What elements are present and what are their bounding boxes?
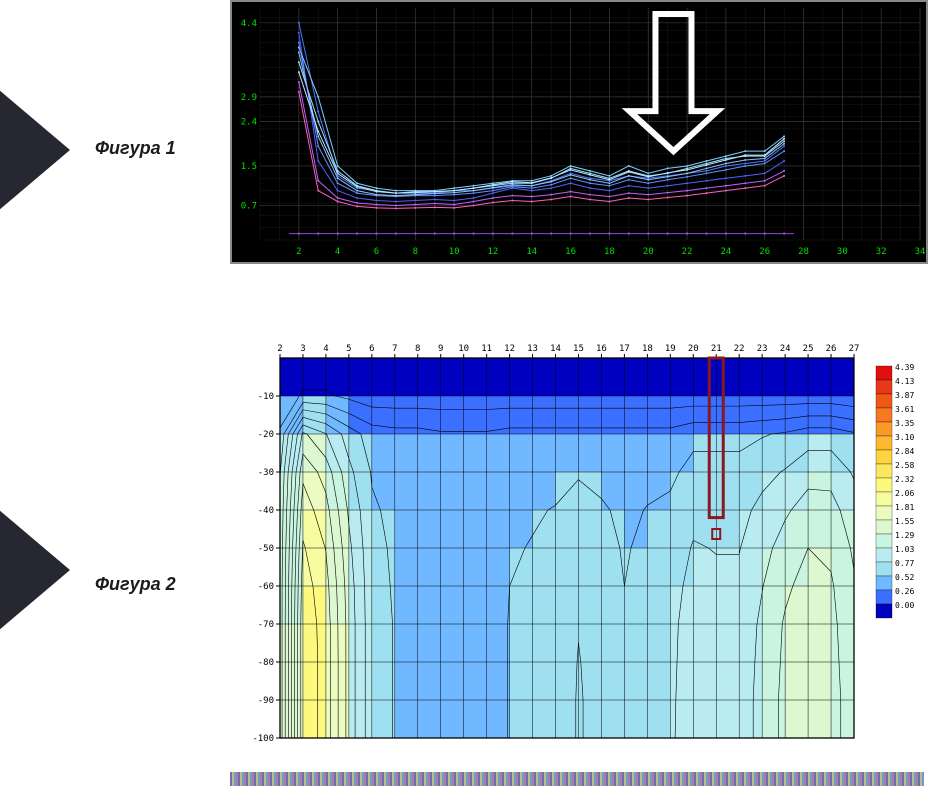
svg-text:-90: -90 <box>258 696 274 706</box>
svg-text:23: 23 <box>757 344 768 354</box>
svg-text:1.55: 1.55 <box>895 517 914 526</box>
svg-text:16: 16 <box>565 247 576 257</box>
svg-text:12: 12 <box>488 247 499 257</box>
svg-text:17: 17 <box>619 344 630 354</box>
svg-text:0.7: 0.7 <box>241 201 257 211</box>
svg-text:-20: -20 <box>258 430 274 440</box>
svg-text:2.4: 2.4 <box>241 118 257 128</box>
svg-text:20: 20 <box>643 247 654 257</box>
svg-text:6: 6 <box>369 344 374 354</box>
svg-text:22: 22 <box>734 344 745 354</box>
figure2-heatmap: 2345678910111213141516171819202122232425… <box>230 338 924 748</box>
svg-text:3.10: 3.10 <box>895 433 914 442</box>
svg-text:4.39: 4.39 <box>895 363 914 372</box>
svg-text:0.77: 0.77 <box>895 559 914 568</box>
svg-text:30: 30 <box>837 247 848 257</box>
svg-text:25: 25 <box>803 344 814 354</box>
svg-text:4: 4 <box>323 344 328 354</box>
svg-text:22: 22 <box>682 247 693 257</box>
svg-text:2.9: 2.9 <box>241 93 257 103</box>
svg-text:1.29: 1.29 <box>895 531 914 540</box>
svg-text:11: 11 <box>481 344 492 354</box>
figure2-caption: Фигура 2 <box>95 574 176 595</box>
svg-text:4.13: 4.13 <box>895 377 914 386</box>
svg-text:8: 8 <box>413 247 418 257</box>
svg-text:34: 34 <box>915 247 926 257</box>
svg-text:-30: -30 <box>258 468 274 478</box>
svg-text:3.61: 3.61 <box>895 405 914 414</box>
svg-text:2: 2 <box>296 247 301 257</box>
svg-text:-60: -60 <box>258 582 274 592</box>
svg-text:12: 12 <box>504 344 515 354</box>
svg-text:0.00: 0.00 <box>895 601 914 610</box>
svg-text:2.58: 2.58 <box>895 461 914 470</box>
svg-text:2.32: 2.32 <box>895 475 914 484</box>
svg-text:14: 14 <box>526 247 537 257</box>
svg-text:5: 5 <box>346 344 351 354</box>
svg-text:-40: -40 <box>258 506 274 516</box>
svg-text:26: 26 <box>759 247 770 257</box>
figure1-line-chart: 2468101214161820222426283032340.71.52.42… <box>230 0 928 264</box>
svg-text:10: 10 <box>449 247 460 257</box>
svg-text:0.52: 0.52 <box>895 573 914 582</box>
svg-text:3.87: 3.87 <box>895 391 914 400</box>
svg-text:4: 4 <box>335 247 340 257</box>
svg-text:8: 8 <box>415 344 420 354</box>
svg-text:14: 14 <box>550 344 561 354</box>
svg-text:21: 21 <box>711 344 722 354</box>
svg-text:1.5: 1.5 <box>241 162 257 172</box>
svg-text:4.4: 4.4 <box>241 19 257 29</box>
svg-text:7: 7 <box>392 344 397 354</box>
svg-text:0.26: 0.26 <box>895 587 914 596</box>
svg-text:6: 6 <box>374 247 379 257</box>
svg-text:13: 13 <box>527 344 538 354</box>
svg-text:-50: -50 <box>258 544 274 554</box>
svg-text:18: 18 <box>604 247 615 257</box>
svg-text:2: 2 <box>277 344 282 354</box>
svg-text:28: 28 <box>798 247 809 257</box>
svg-text:32: 32 <box>876 247 887 257</box>
svg-text:20: 20 <box>688 344 699 354</box>
svg-text:-70: -70 <box>258 620 274 630</box>
nav-chevron-2 <box>0 460 70 680</box>
svg-text:16: 16 <box>596 344 607 354</box>
svg-text:9: 9 <box>438 344 443 354</box>
svg-text:15: 15 <box>573 344 584 354</box>
figure1-caption: Фигура 1 <box>95 138 176 159</box>
svg-text:26: 26 <box>826 344 837 354</box>
svg-text:24: 24 <box>720 247 731 257</box>
svg-text:2.06: 2.06 <box>895 489 914 498</box>
nav-chevron-1 <box>0 40 70 260</box>
svg-text:2.84: 2.84 <box>895 447 914 456</box>
svg-text:1.81: 1.81 <box>895 503 914 512</box>
svg-text:24: 24 <box>780 344 791 354</box>
svg-text:3.35: 3.35 <box>895 419 914 428</box>
svg-text:-10: -10 <box>258 392 274 402</box>
svg-text:1.03: 1.03 <box>895 545 914 554</box>
svg-text:-100: -100 <box>252 734 274 744</box>
svg-text:27: 27 <box>849 344 860 354</box>
svg-text:18: 18 <box>642 344 653 354</box>
svg-text:10: 10 <box>458 344 469 354</box>
noise-strip <box>230 772 924 786</box>
svg-text:-80: -80 <box>258 658 274 668</box>
svg-text:19: 19 <box>665 344 676 354</box>
svg-text:3: 3 <box>300 344 305 354</box>
